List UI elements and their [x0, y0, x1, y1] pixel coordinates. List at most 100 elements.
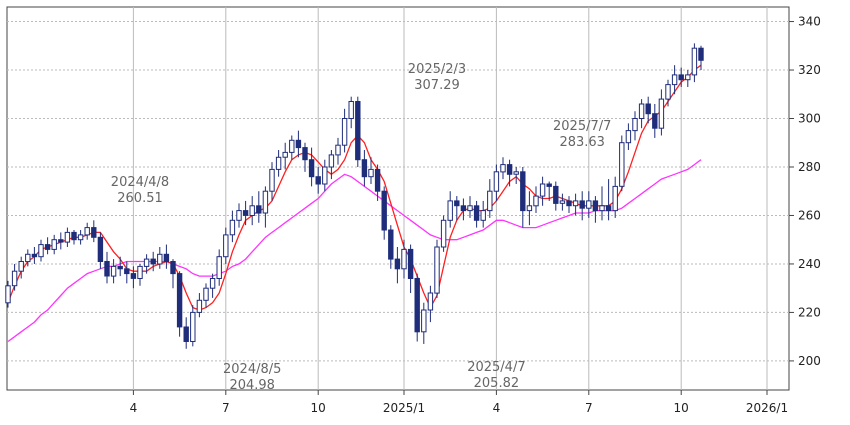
candle — [196, 293, 203, 318]
candle — [691, 43, 698, 83]
candle — [176, 271, 183, 337]
candle — [71, 230, 77, 245]
candle-body-down — [117, 265, 123, 270]
candle — [612, 176, 618, 218]
candle — [256, 191, 262, 223]
y-tick-label: 340 — [798, 15, 821, 29]
candle-body-up — [322, 166, 328, 185]
candle-body-up — [11, 270, 18, 287]
candle — [11, 263, 18, 291]
candle-body-down — [605, 205, 612, 212]
candle — [493, 164, 500, 201]
candle-body-down — [388, 229, 394, 260]
candle-body-down — [91, 227, 97, 238]
candle — [143, 254, 150, 274]
candle-body-up — [513, 171, 519, 175]
candle — [566, 196, 572, 214]
candle — [170, 259, 176, 289]
candle-body-up — [18, 261, 24, 272]
candle-body-up — [249, 205, 255, 217]
candle — [348, 96, 354, 129]
candle-body-down — [58, 239, 64, 243]
annotation-date: 2025/2/3 — [408, 62, 466, 77]
candle-body-down — [302, 147, 308, 161]
candle — [526, 191, 533, 226]
candle-body-up — [638, 103, 645, 119]
x-tick-label: 4 — [493, 401, 501, 415]
candle-body-up — [665, 84, 671, 100]
candle — [157, 246, 163, 269]
candle — [51, 234, 57, 255]
candle-body-up — [619, 142, 625, 187]
candle — [242, 200, 249, 226]
candle-body-up — [599, 205, 605, 212]
candle — [269, 162, 275, 201]
candle — [454, 196, 460, 221]
candle — [599, 186, 605, 221]
candle — [91, 220, 97, 243]
candle — [117, 256, 123, 277]
candle-body-down — [183, 326, 189, 342]
candle — [289, 135, 295, 160]
candle — [546, 181, 552, 201]
candle — [97, 232, 104, 269]
candle-body-up — [368, 168, 374, 178]
candle — [130, 266, 137, 289]
y-tick-label: 320 — [798, 63, 821, 77]
candle-body-up — [427, 292, 434, 311]
candle-body-down — [454, 200, 460, 207]
candle — [229, 210, 236, 243]
candle — [506, 159, 513, 187]
candle — [619, 135, 625, 192]
candle-body-up — [632, 118, 638, 132]
candle-body-up — [421, 309, 427, 333]
candle — [368, 157, 374, 184]
candle-body-up — [51, 239, 57, 250]
candle-body-down — [592, 200, 599, 212]
candle-body-up — [434, 246, 440, 294]
candle — [150, 251, 156, 272]
candle — [104, 251, 110, 284]
candle-body-down — [176, 273, 183, 328]
long-moving-average — [7, 159, 702, 343]
candle-body-up — [335, 144, 341, 156]
candle-body-down — [698, 47, 704, 61]
candle-body-down — [506, 164, 513, 175]
candle — [480, 200, 486, 228]
candle — [190, 305, 196, 347]
candle-body-up — [559, 200, 566, 204]
candle — [315, 166, 321, 194]
candle-body-down — [407, 248, 414, 279]
candle-body-down — [414, 278, 420, 333]
candle-body-up — [572, 200, 579, 207]
candle-body-up — [401, 248, 407, 270]
candle — [421, 302, 427, 344]
candle-body-up — [84, 227, 90, 236]
candle-body-up — [262, 190, 269, 214]
candle-body-up — [691, 47, 698, 76]
candle — [671, 65, 678, 95]
candle — [58, 232, 64, 250]
candle-body-down — [566, 200, 572, 207]
annotation-value: 283.63 — [559, 135, 605, 150]
candle-body-up — [110, 265, 117, 277]
candle — [124, 261, 130, 284]
candle — [500, 157, 506, 180]
candle-body-up — [25, 253, 31, 263]
candle — [236, 203, 242, 228]
candle — [25, 249, 31, 267]
plot-background — [6, 6, 790, 391]
x-tick-label: 2025/1 — [383, 401, 425, 415]
candle-body-down — [315, 176, 321, 185]
annotation-value: 260.51 — [117, 191, 163, 206]
candle-body-up — [440, 219, 447, 248]
candle — [361, 150, 368, 187]
candle — [638, 99, 645, 129]
candle-body-up — [447, 200, 453, 221]
candle — [322, 159, 328, 192]
candle — [84, 222, 90, 240]
candle — [341, 108, 348, 153]
